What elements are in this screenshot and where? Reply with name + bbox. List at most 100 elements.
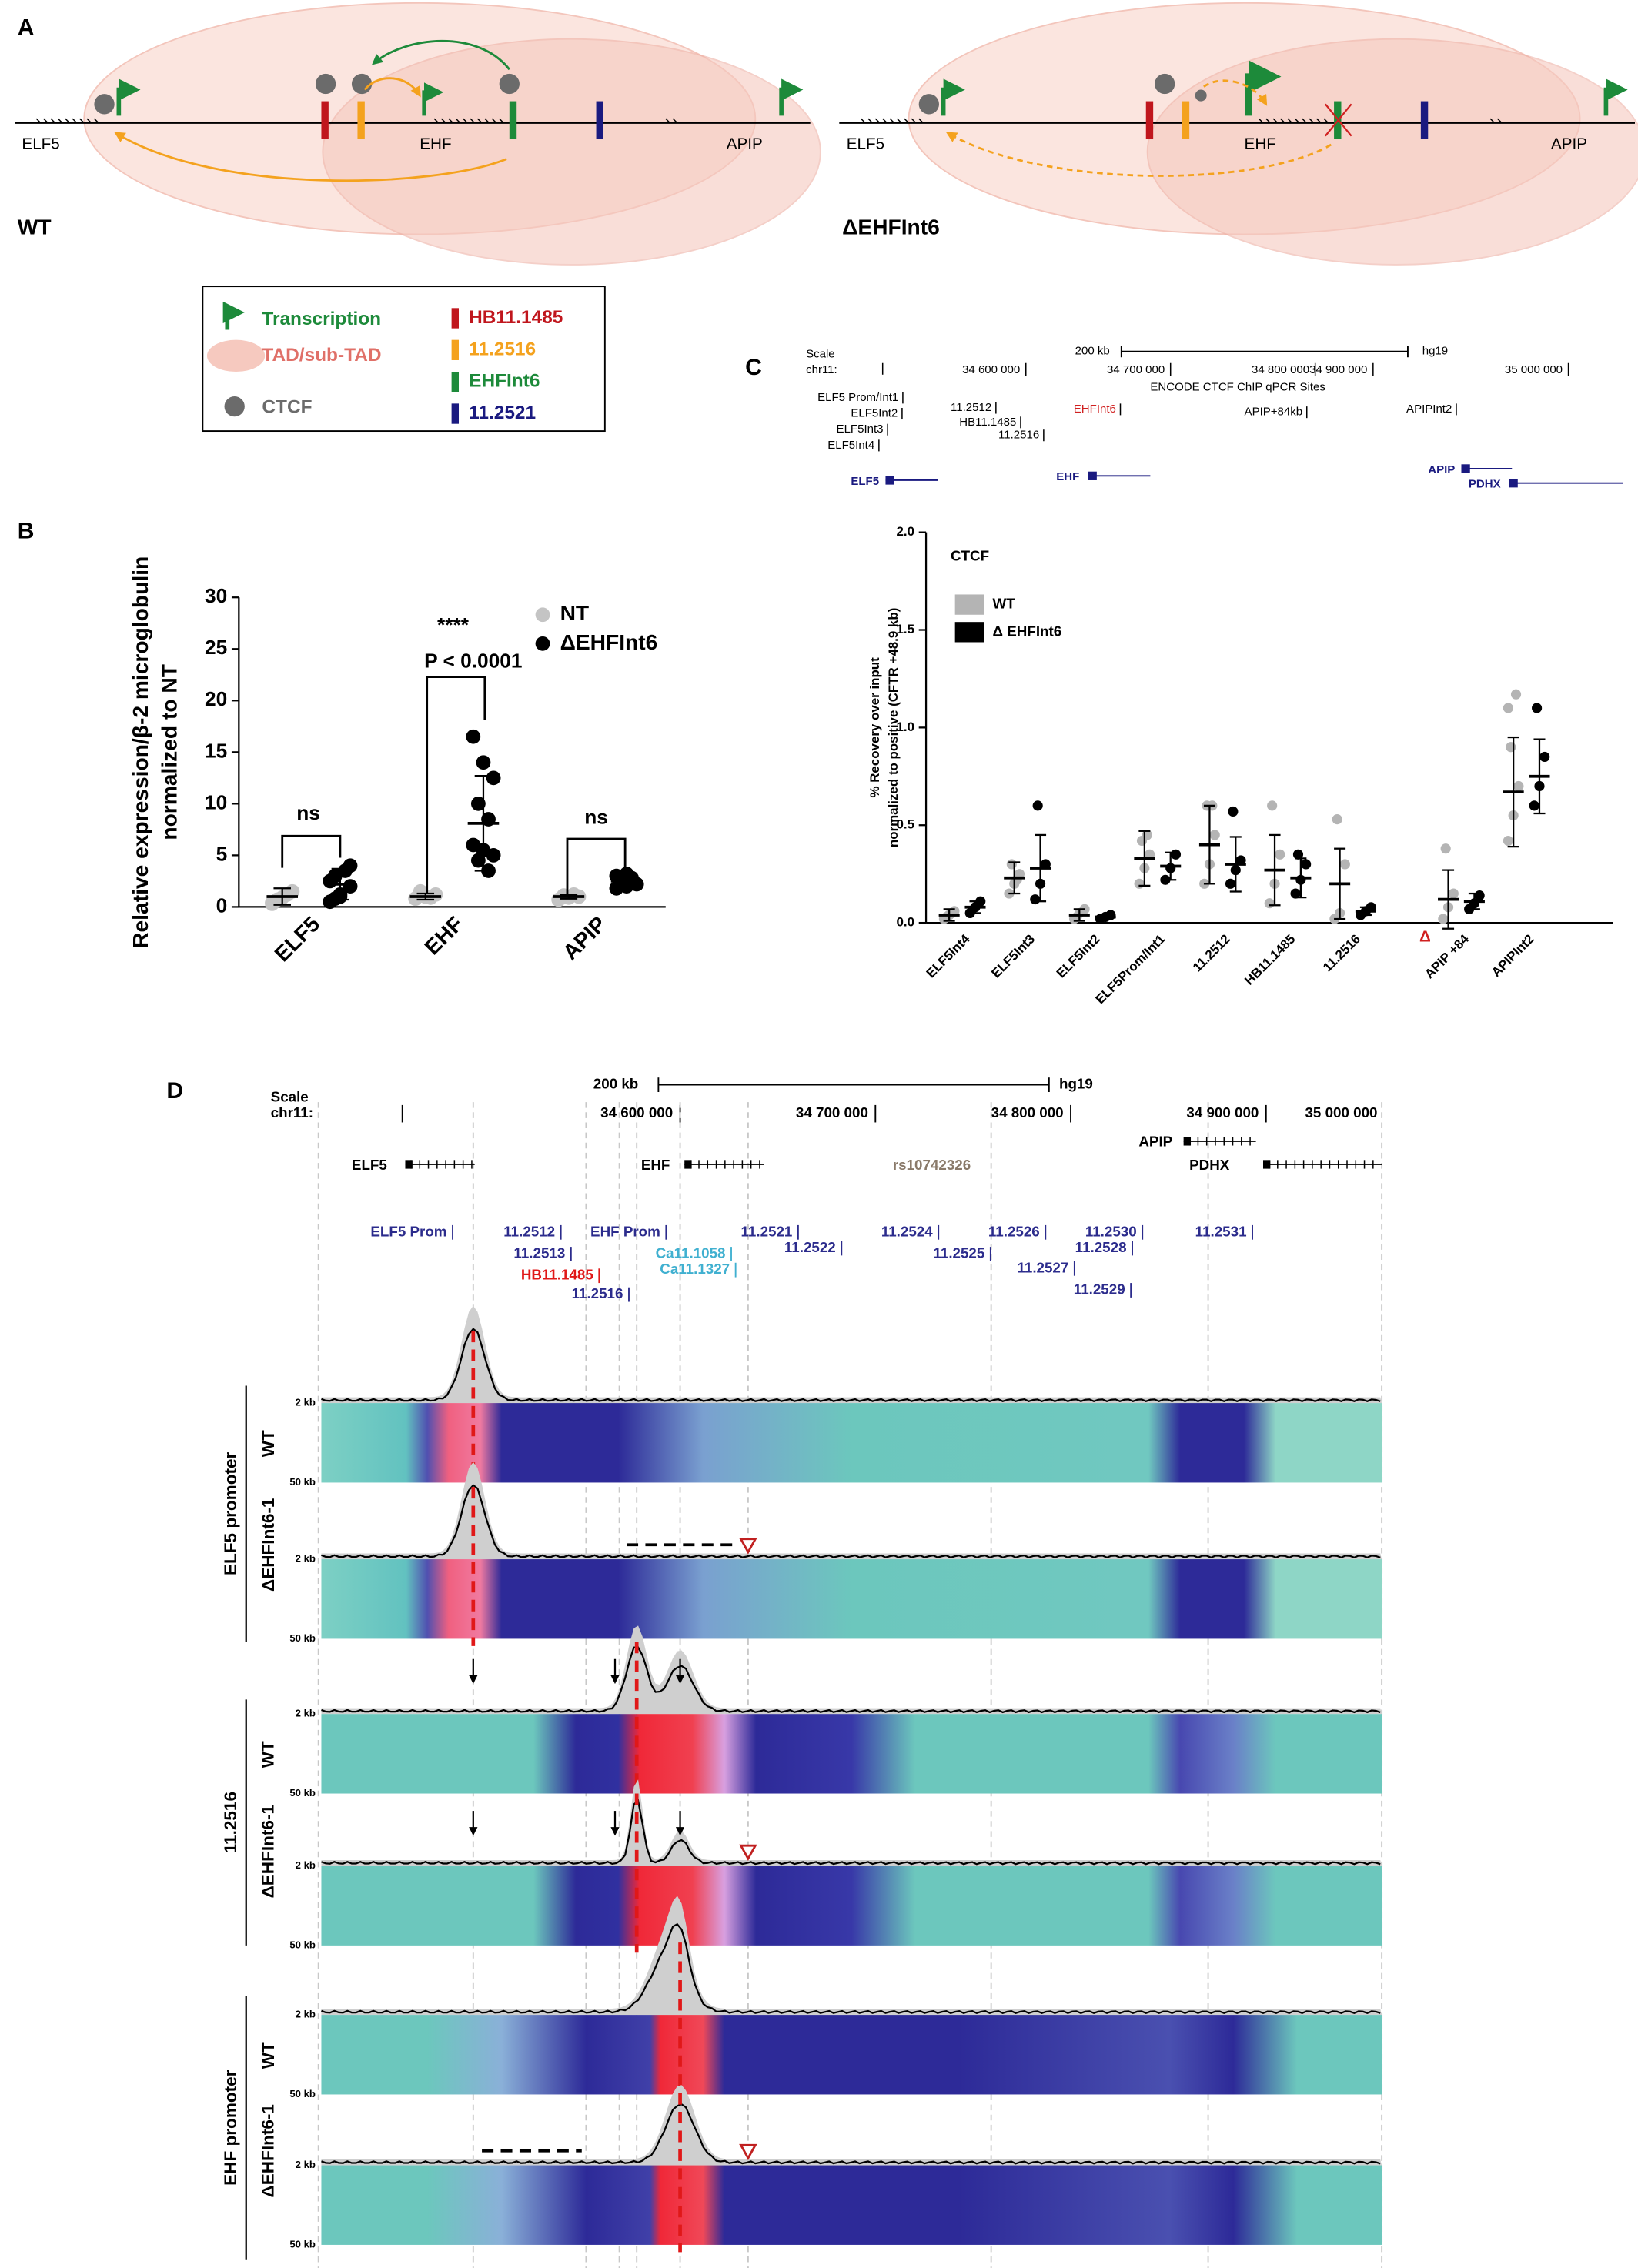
legend-text: NT: [560, 600, 590, 625]
site-label: 11.2524: [881, 1223, 933, 1239]
transcription-arrow: [941, 78, 965, 116]
exon: [1183, 1137, 1192, 1146]
data-point: [486, 770, 501, 786]
deletion-marker: [739, 2143, 757, 2161]
site-label: 11.2528: [1075, 1239, 1127, 1255]
track-text: Scale: [271, 1088, 309, 1104]
legend-text: TAD/sub-TAD: [262, 345, 381, 366]
gene-body: [499, 118, 504, 124]
scale-label: 50 kb: [289, 1939, 316, 1950]
signal-line: [321, 1799, 1381, 1866]
row-label: ΔEHFInt6-1: [259, 1498, 278, 1592]
legend-text: 11.2521: [469, 402, 536, 423]
signal-line: [321, 1922, 1381, 2015]
panel-label: A: [18, 15, 35, 41]
gene-body: [672, 118, 678, 124]
loop-arrow: [114, 132, 507, 182]
signal-line: [321, 1646, 1381, 1714]
scale-label: 50 kb: [289, 2238, 316, 2250]
gene-body: [35, 118, 42, 124]
data-point: [1209, 830, 1220, 840]
track-text: chr11:: [806, 363, 837, 376]
site-label: 11.2529: [1074, 1281, 1125, 1297]
legend-marker: [535, 607, 550, 623]
y-tick-label: 1.5: [897, 622, 915, 636]
exon: [684, 1160, 692, 1169]
significance-bracket: [566, 837, 627, 894]
condition-label: WT: [18, 214, 52, 239]
data-point: [1228, 806, 1239, 817]
legend-title: CTCF: [951, 548, 989, 564]
annotation: ns: [296, 801, 320, 824]
scale-label: 50 kb: [289, 1787, 316, 1799]
data-point: [466, 729, 481, 744]
exon: [1509, 479, 1518, 488]
ctcf: [94, 94, 115, 115]
gene-label: ELF5: [22, 135, 59, 152]
y-axis-label: Relative expression/β-2 microglobulin: [128, 556, 152, 948]
contact-heatmap: [321, 1866, 1382, 1946]
data-point: [1503, 835, 1513, 847]
site-label: 11.2525: [933, 1244, 984, 1261]
legend-swatch: [451, 339, 460, 360]
data-point: [327, 891, 343, 907]
gene-body: [874, 118, 881, 124]
legend-swatch: [451, 372, 460, 392]
y-tick-label: 0: [216, 894, 228, 917]
data-point: [1134, 878, 1145, 889]
y-tick-label: 20: [205, 687, 227, 710]
exon: [1461, 464, 1470, 473]
transcription-arrow: [116, 78, 141, 116]
data-point: [1032, 800, 1043, 811]
site-label: 11.2530: [1085, 1223, 1137, 1239]
gene-body: [1280, 118, 1285, 124]
exon: [405, 1160, 413, 1169]
gene-body: [1258, 118, 1264, 124]
x-tick-label: HB11.1485: [1242, 931, 1298, 987]
site-label: ELF5 Prom: [370, 1223, 446, 1239]
data-point: [619, 867, 634, 881]
data-point: [1170, 849, 1182, 860]
element-11-2521: [1420, 101, 1429, 139]
scale-label: 50 kb: [289, 2088, 316, 2099]
scale-label: 2 kb: [296, 1553, 316, 1565]
element-ehfint6: [509, 101, 517, 139]
element-11-2516: [1182, 101, 1190, 139]
gene-body: [882, 118, 888, 124]
site-label: 11.2516: [998, 429, 1039, 442]
loop-arrow: [1203, 79, 1268, 106]
gene-body: [1302, 118, 1307, 124]
site-label: 11.2521: [741, 1223, 793, 1239]
panel-label: D: [166, 1078, 183, 1104]
element-hb11-1485: [1145, 101, 1154, 139]
gene-label: ELF5: [847, 135, 884, 152]
data-point: [1267, 800, 1278, 811]
gene-label: APIP: [1138, 1134, 1172, 1150]
viewpoint-label: 11.2516: [221, 1792, 240, 1853]
site-label: 11.2531: [1195, 1223, 1247, 1239]
y-tick-label: 10: [205, 790, 227, 813]
gene-body: [455, 118, 461, 124]
deletion-marker: [739, 1844, 757, 1862]
gene-label: ELF5: [851, 475, 879, 488]
sub-tad: [322, 38, 821, 266]
data-point: [1503, 703, 1513, 713]
track-text: chr11:: [271, 1104, 313, 1121]
exon: [1088, 471, 1097, 480]
scale-label: 2 kb: [296, 1708, 316, 1719]
gene-body: [665, 118, 670, 124]
data-point: [1339, 859, 1350, 870]
scale-label: 2 kb: [296, 1859, 316, 1871]
gene-label: rs10742326: [893, 1157, 971, 1173]
site-label: HB11.1485: [959, 416, 1016, 429]
x-tick-label: APIP: [557, 911, 610, 964]
coordinate-label: 35 000 000: [1505, 363, 1563, 376]
track-text: hg19: [1059, 1076, 1093, 1092]
row-label: WT: [259, 1430, 278, 1457]
gene-body: [93, 118, 99, 124]
legend-swatch: [954, 594, 984, 615]
data-point: [1301, 859, 1312, 870]
gene-body: [448, 118, 454, 124]
